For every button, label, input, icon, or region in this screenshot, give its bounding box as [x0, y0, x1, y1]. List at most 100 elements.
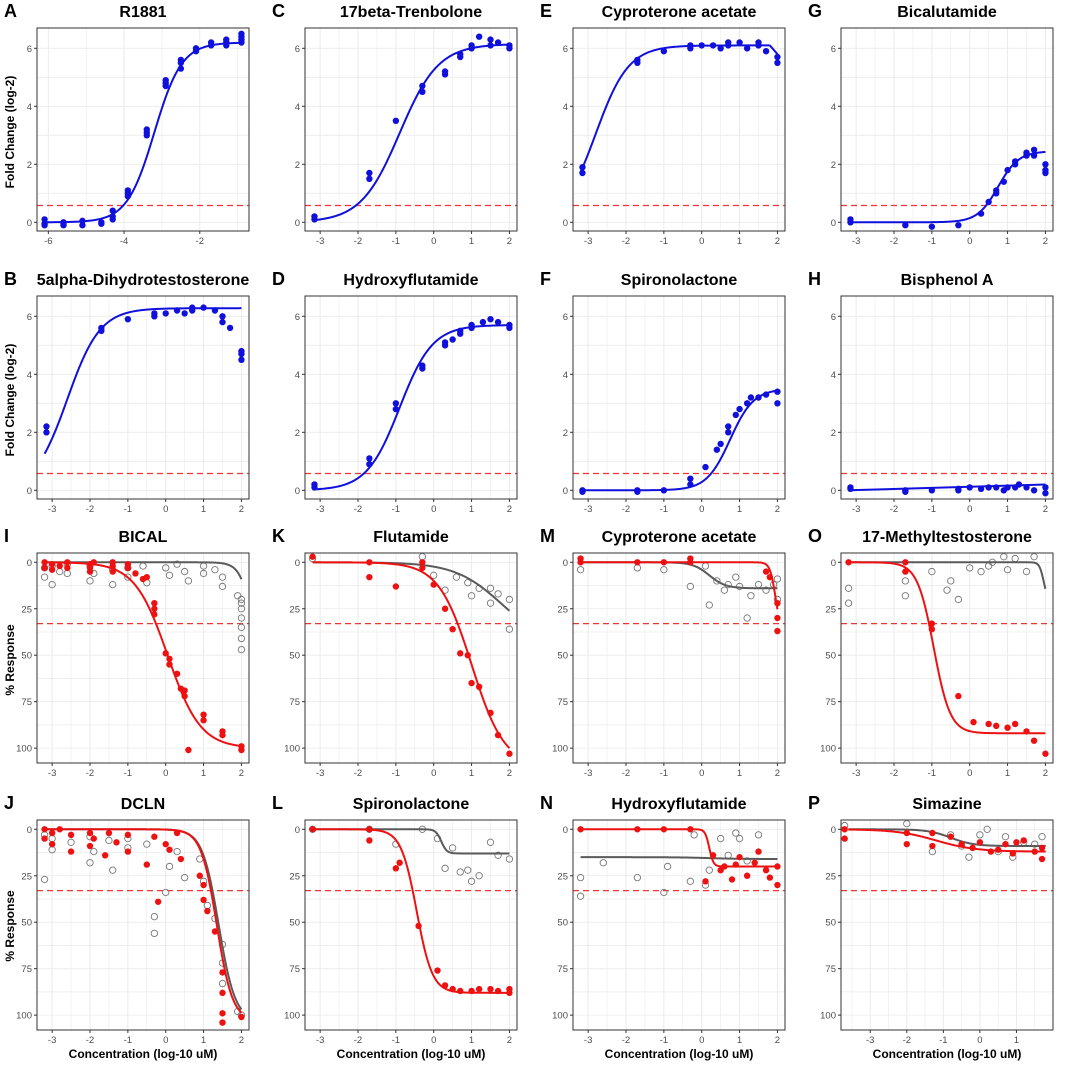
red-data-point [1004, 724, 1011, 731]
gray-data-point [976, 831, 984, 839]
y-tick-label: 0 [831, 825, 836, 836]
red-fit-curve [312, 828, 510, 994]
y-tick-label: 6 [563, 312, 568, 323]
y-tick-label: 0 [27, 558, 32, 569]
y-tick-label: 4 [831, 370, 836, 381]
blue-data-point [725, 423, 732, 430]
gray-data-point [494, 590, 502, 598]
x-tick-label: 2 [1043, 504, 1048, 515]
plot-area [308, 553, 514, 757]
red-fit-curve [580, 561, 779, 610]
y-tick-label: 6 [831, 44, 836, 55]
panel-frame [304, 819, 518, 1031]
red-data-point [841, 835, 848, 842]
panel-frame [304, 552, 518, 764]
blue-data-point [928, 223, 936, 230]
blue-data-point [847, 484, 854, 491]
panel-frame [572, 27, 786, 232]
blue-data-point [494, 318, 502, 326]
y-tick-label: 100 [820, 744, 836, 755]
red-data-point [976, 839, 984, 846]
gray-data-point [448, 844, 457, 852]
blue-data-point [1042, 161, 1049, 168]
blue-data-point [311, 481, 318, 488]
panel-title: 17-Methyltestosterone [862, 529, 1032, 546]
blue-data-point [725, 429, 732, 436]
gray-data-point [954, 595, 963, 604]
blue-data-point [487, 316, 494, 323]
red-data-point [219, 1019, 226, 1026]
x-tick-label: -3 [316, 504, 324, 515]
y-tick-label: 75 [21, 964, 32, 975]
x-tick-label: 2 [239, 1035, 244, 1046]
y-tick-label: 4 [563, 370, 568, 381]
gray-data-point [40, 573, 49, 581]
red-data-point [309, 553, 316, 560]
blue-fit-curve [44, 41, 242, 224]
gray-data-point [173, 560, 181, 568]
gray-data-point [165, 571, 174, 579]
y-tick-label: 2 [295, 160, 300, 171]
panel-I: I BICAL -3 -2 -1 0 1 2 0 25 50 75 100 [4, 526, 250, 779]
y-tick-label: 0 [831, 558, 836, 569]
y-tick-label: 4 [295, 370, 300, 381]
y-tick-label: 0 [27, 218, 32, 229]
x-tick-label: 2 [507, 236, 512, 247]
x-tick-label: -1 [928, 768, 936, 779]
y-tick-label: 0 [295, 218, 300, 229]
gray-data-point [441, 864, 449, 872]
blue-data-point [1042, 490, 1049, 497]
x-tick-label: -1 [124, 504, 132, 515]
blue-data-point [238, 356, 245, 363]
gray-data-point [486, 838, 495, 846]
x-tick-label: 1 [1005, 504, 1010, 515]
red-data-point [86, 842, 94, 850]
gray-data-point [237, 595, 246, 604]
x-tick-label: -3 [584, 504, 592, 515]
x-tick-label: -3 [316, 1035, 324, 1046]
x-tick-label: -1 [660, 236, 668, 247]
blue-data-point [143, 129, 150, 136]
red-data-point [200, 881, 207, 889]
red-data-point [211, 928, 219, 935]
gray-data-point [237, 599, 246, 607]
panel-frame [36, 295, 250, 500]
x-tick-label: 1 [469, 1035, 474, 1046]
plot-area [844, 553, 1049, 757]
blue-data-point [366, 175, 373, 182]
panel-O: O 17-Methyltestosterone -3 -2 -1 0 1 2 0 25 50 75 10… [808, 526, 1054, 779]
x-tick-label: -2 [622, 504, 630, 515]
gray-data-point [690, 831, 698, 839]
plot-area [311, 316, 513, 491]
red-data-point [124, 564, 132, 572]
plot-area [576, 555, 782, 635]
x-tick-label: -1 [392, 1035, 400, 1046]
x-tick-label: 2 [775, 768, 780, 779]
x-tick-label: -1 [124, 768, 132, 779]
gray-data-point [762, 586, 770, 594]
x-tick-label: 0 [699, 504, 704, 515]
y-tick-label: 4 [27, 370, 32, 381]
x-tick-label: -3 [48, 768, 56, 779]
gray-data-point [430, 571, 438, 579]
panel-title: Spironolactone [353, 796, 470, 813]
red-data-point [434, 967, 441, 974]
y-axis-title-row4: % Response [3, 890, 17, 962]
panel-frame [304, 295, 518, 500]
y-axis-title-row3: % Response [3, 624, 17, 696]
gray-data-point [1000, 553, 1008, 561]
blue-data-point [506, 321, 513, 329]
y-tick-label: 50 [825, 918, 836, 929]
blue-data-point [162, 310, 169, 317]
red-data-point [993, 722, 1000, 730]
x-tick-label: -2 [903, 1035, 911, 1046]
blue-data-point [449, 336, 456, 343]
y-tick-label: 100 [552, 744, 568, 755]
red-data-point [947, 833, 954, 840]
x-tick-label: 0 [163, 1035, 168, 1046]
blue-data-point [774, 400, 781, 407]
x-tick-label: 2 [507, 1035, 512, 1046]
red-data-point [774, 881, 781, 889]
y-tick-label: 75 [825, 697, 836, 708]
y-tick-label: 2 [831, 160, 836, 171]
